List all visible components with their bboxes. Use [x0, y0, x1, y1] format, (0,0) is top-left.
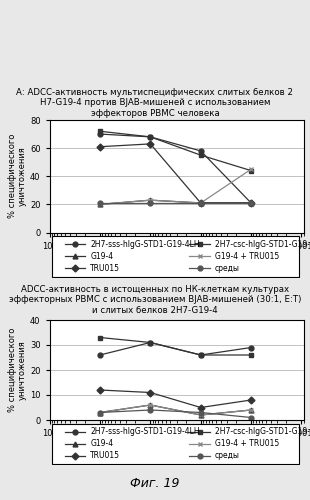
Text: среды: среды	[215, 264, 240, 272]
Text: G19-4: G19-4	[90, 440, 113, 448]
Text: 2H7-csc-hIgG-STD1-G19-4 HL: 2H7-csc-hIgG-STD1-G19-4 HL	[215, 240, 310, 249]
Y-axis label: % специфического
уничтожения: % специфического уничтожения	[8, 134, 27, 218]
Text: 2H7-csc-hIgG-STD1-G19-4 HL: 2H7-csc-hIgG-STD1-G19-4 HL	[215, 428, 310, 436]
Text: TRU015: TRU015	[90, 264, 120, 272]
Text: 2H7-sss-hIgG-STD1-G19-4LH: 2H7-sss-hIgG-STD1-G19-4LH	[90, 428, 200, 436]
Text: G19-4: G19-4	[90, 252, 113, 261]
X-axis label: Концентрация (мкг/мл): Концентрация (мкг/мл)	[121, 441, 233, 450]
Text: среды: среды	[215, 451, 240, 460]
Text: Фиг. 19: Фиг. 19	[130, 477, 180, 490]
FancyBboxPatch shape	[52, 424, 299, 464]
FancyBboxPatch shape	[52, 236, 299, 277]
Text: 2H7-sss-hIgG-STD1-G19-4LH: 2H7-sss-hIgG-STD1-G19-4LH	[90, 240, 200, 249]
Y-axis label: % специфического
уничтожения: % специфического уничтожения	[8, 328, 27, 412]
Text: G19-4 + TRU015: G19-4 + TRU015	[215, 440, 279, 448]
X-axis label: Концентрация (мкг/мл): Концентрация (мкг/мл)	[121, 254, 233, 262]
Text: TRU015: TRU015	[90, 451, 120, 460]
Text: А: ADCC-активность мультиспецифических слитых белков 2
H7-G19-4 против BJAB-мише: А: ADCC-активность мультиспецифических с…	[16, 88, 294, 118]
Text: G19-4 + TRU015: G19-4 + TRU015	[215, 252, 279, 261]
Text: ADCC-активность в истощенных по НК-клеткам культурах
эффекторных PBMC с использо: ADCC-активность в истощенных по НК-клетк…	[9, 285, 301, 315]
